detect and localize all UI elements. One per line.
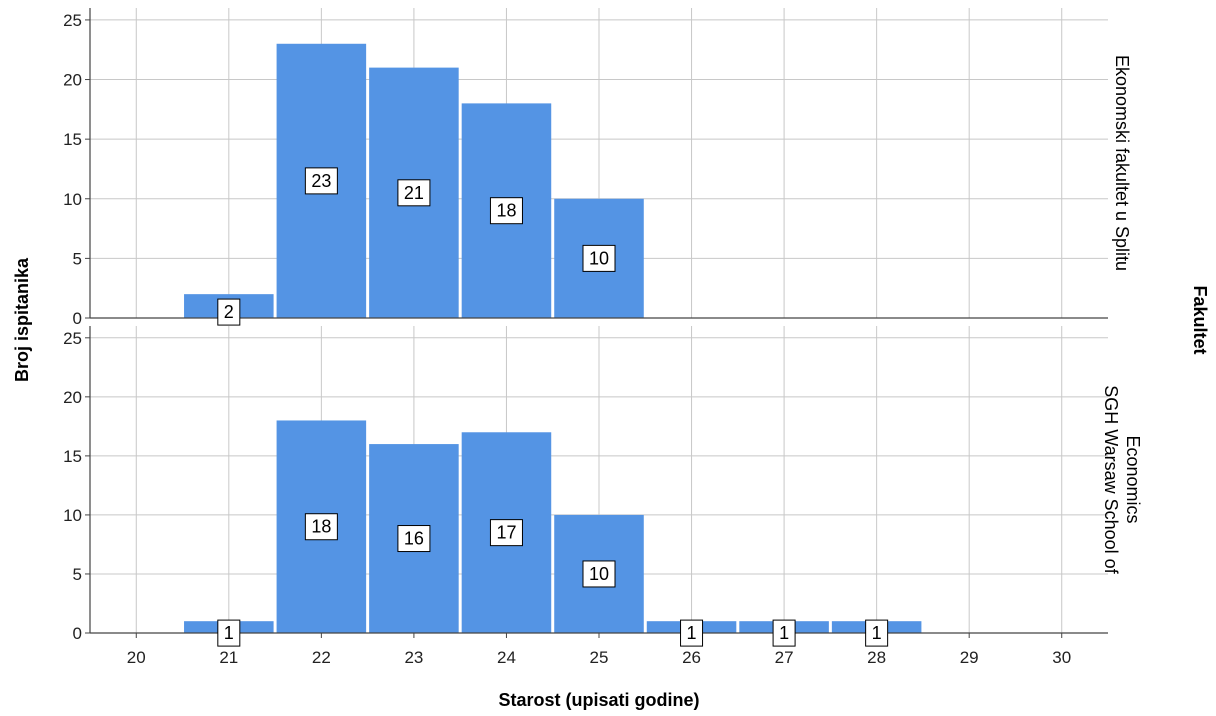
data-label: 1 bbox=[779, 623, 789, 643]
y-tick-label: 25 bbox=[63, 11, 82, 30]
x-tick-label: 20 bbox=[127, 648, 146, 667]
x-tick-label: 26 bbox=[682, 648, 701, 667]
data-label: 1 bbox=[224, 623, 234, 643]
data-label-box bbox=[397, 179, 431, 207]
y-axis-title: Broj ispitanika bbox=[12, 257, 32, 382]
data-label: 23 bbox=[311, 171, 331, 191]
data-label: 10 bbox=[589, 248, 609, 268]
x-tick-label: 30 bbox=[1052, 648, 1071, 667]
data-label-box bbox=[489, 519, 523, 547]
facet-label: SGH Warsaw School of Economics bbox=[1101, 385, 1143, 574]
facet-group-title: Fakultet bbox=[1190, 285, 1210, 354]
facet-label-line: Ekonomski fakultet u Splitu bbox=[1112, 55, 1132, 271]
y-tick-label: 5 bbox=[73, 249, 82, 268]
x-tick-label: 23 bbox=[404, 648, 423, 667]
y-tick-label: 0 bbox=[73, 309, 82, 328]
bars-layer bbox=[184, 43, 922, 633]
y-tick-label: 15 bbox=[63, 447, 82, 466]
data-label-box bbox=[582, 244, 616, 272]
x-tick-label: 24 bbox=[497, 648, 516, 667]
data-label-box bbox=[304, 167, 338, 195]
data-label: 1 bbox=[687, 623, 697, 643]
x-axis-title: Starost (upisati godine) bbox=[498, 690, 699, 710]
x-tick-label: 29 bbox=[960, 648, 979, 667]
y-tick-label: 10 bbox=[63, 190, 82, 209]
y-tick-label: 20 bbox=[63, 388, 82, 407]
facet-label-line: Economics bbox=[1123, 435, 1143, 523]
facet-label-line: SGH Warsaw School of bbox=[1101, 385, 1121, 574]
x-tick-label: 22 bbox=[312, 648, 331, 667]
x-tick-label: 25 bbox=[590, 648, 609, 667]
labels-layer: 2 23 21 18 10 Ekonomski fakultet u Splitu 1 18 1… bbox=[217, 55, 1143, 647]
y-tick-label: 25 bbox=[63, 329, 82, 348]
data-label-box bbox=[865, 619, 889, 647]
data-label: 18 bbox=[496, 201, 516, 221]
data-label: 1 bbox=[872, 623, 882, 643]
data-label-box bbox=[217, 298, 241, 326]
data-label: 10 bbox=[589, 564, 609, 584]
y-tick-label: 10 bbox=[63, 506, 82, 525]
x-tick-label: 21 bbox=[219, 648, 238, 667]
data-label-box bbox=[582, 560, 616, 588]
y-tick-label: 0 bbox=[73, 624, 82, 643]
data-label: 18 bbox=[311, 517, 331, 537]
facet-label: Ekonomski fakultet u Splitu bbox=[1112, 55, 1132, 271]
x-tick-label: 28 bbox=[867, 648, 886, 667]
data-label: 2 bbox=[224, 302, 234, 322]
y-tick-label: 5 bbox=[73, 565, 82, 584]
data-label-box bbox=[397, 525, 431, 553]
data-label: 16 bbox=[404, 529, 424, 549]
data-label-box bbox=[680, 619, 704, 647]
data-label: 21 bbox=[404, 183, 424, 203]
y-tick-label: 15 bbox=[63, 130, 82, 149]
data-label-box bbox=[772, 619, 796, 647]
x-tick-label: 27 bbox=[775, 648, 794, 667]
data-label-box bbox=[217, 619, 241, 647]
y-tick-label: 20 bbox=[63, 71, 82, 90]
data-label-box bbox=[304, 513, 338, 541]
data-label-box bbox=[489, 197, 523, 225]
data-label: 17 bbox=[496, 523, 516, 543]
